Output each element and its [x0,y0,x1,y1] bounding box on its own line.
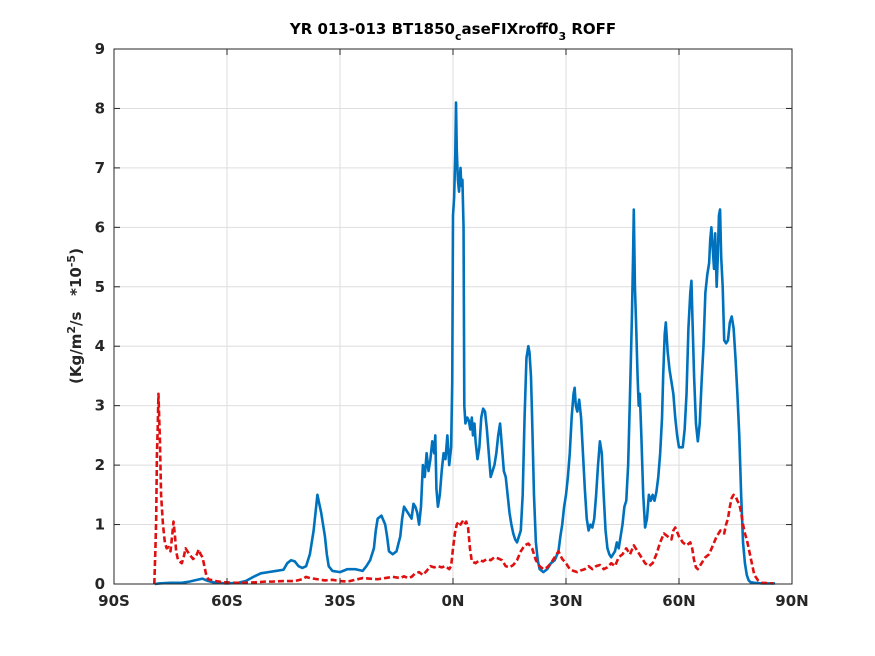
x-tick-labels: 90S 60S 30S 0N 30N 60N 90N [98,592,809,610]
x-tick-label: 30N [549,592,582,610]
y-tick-label: 7 [95,159,105,177]
y-tick-label: 5 [95,278,105,296]
y-tick-label: 6 [95,218,105,236]
x-tick-label: 60N [662,592,695,610]
series-line-1 [154,101,776,586]
tick-marks [113,48,793,585]
y-tick-label: 1 [95,516,105,534]
x-tick-label: 60S [211,592,243,610]
series-layer [153,101,776,586]
y-tick-label: 3 [95,397,105,415]
y-tick-label: 8 [95,99,105,117]
x-tick-label: 0N [442,592,465,610]
chart-title: YR 013-013 BT1850caseFIXroff03 ROFF [289,20,616,43]
y-tick-label: 2 [95,456,105,474]
x-tick-label: 90N [775,592,808,610]
y-tick-label: 4 [95,337,105,355]
series-line-2 [153,392,774,585]
x-tick-label: 30S [324,592,356,610]
plot-area: 90S 60S 30S 0N 30N 60N 90N 0 1 2 3 4 5 6 7 8 9 [95,40,809,610]
y-axis-label: (Kg/m2/s *10-5) [65,248,85,384]
y-tick-labels: 0 1 2 3 4 5 6 7 8 9 [95,40,105,593]
y-tick-label: 0 [95,575,105,593]
y-tick-label: 9 [95,40,105,58]
x-tick-label: 90S [98,592,130,610]
